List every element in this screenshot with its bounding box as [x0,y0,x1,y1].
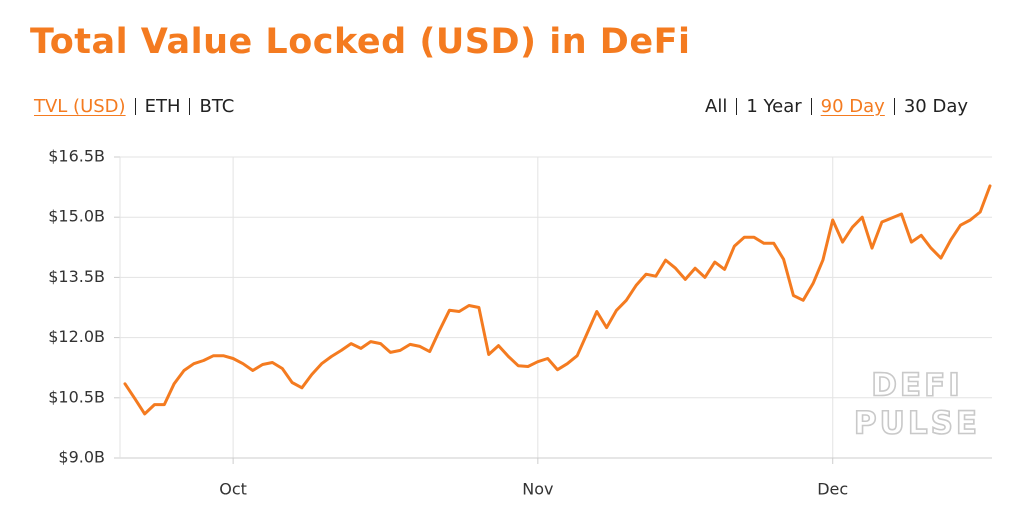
metric-tab[interactable]: BTC [199,96,235,117]
separator [736,98,738,115]
range-tabs: All 1 Year 90 Day 30 Day [705,96,968,117]
range-tab[interactable]: 1 Year [746,96,802,117]
watermark: PULSE [854,406,980,442]
y-tick-label: $10.5B [48,387,105,406]
separator [893,98,895,115]
separator [810,98,812,115]
y-tick-label: $15.0B [48,207,105,226]
x-tick-label: Dec [817,480,848,499]
page-title: Total Value Locked (USD) in DeFi [30,22,691,62]
range-tab[interactable]: All [705,96,728,117]
metric-tab[interactable]: TVL (USD) [34,96,126,117]
y-tick-label: $16.5B [48,147,105,166]
y-tick-label: $9.0B [58,448,105,467]
separator [189,98,191,115]
range-tab[interactable]: 30 Day [903,96,968,117]
metric-tabs: TVL (USD) ETH BTC [34,96,234,117]
range-tab[interactable]: 90 Day [820,96,885,117]
metric-tab[interactable]: ETH [144,96,181,117]
y-tick-label: $12.0B [48,327,105,346]
y-tick-label: $13.5B [48,267,105,286]
x-tick-label: Oct [219,480,247,499]
tvl-line [123,184,992,416]
x-tick-label: Nov [522,480,553,499]
separator [134,98,136,115]
